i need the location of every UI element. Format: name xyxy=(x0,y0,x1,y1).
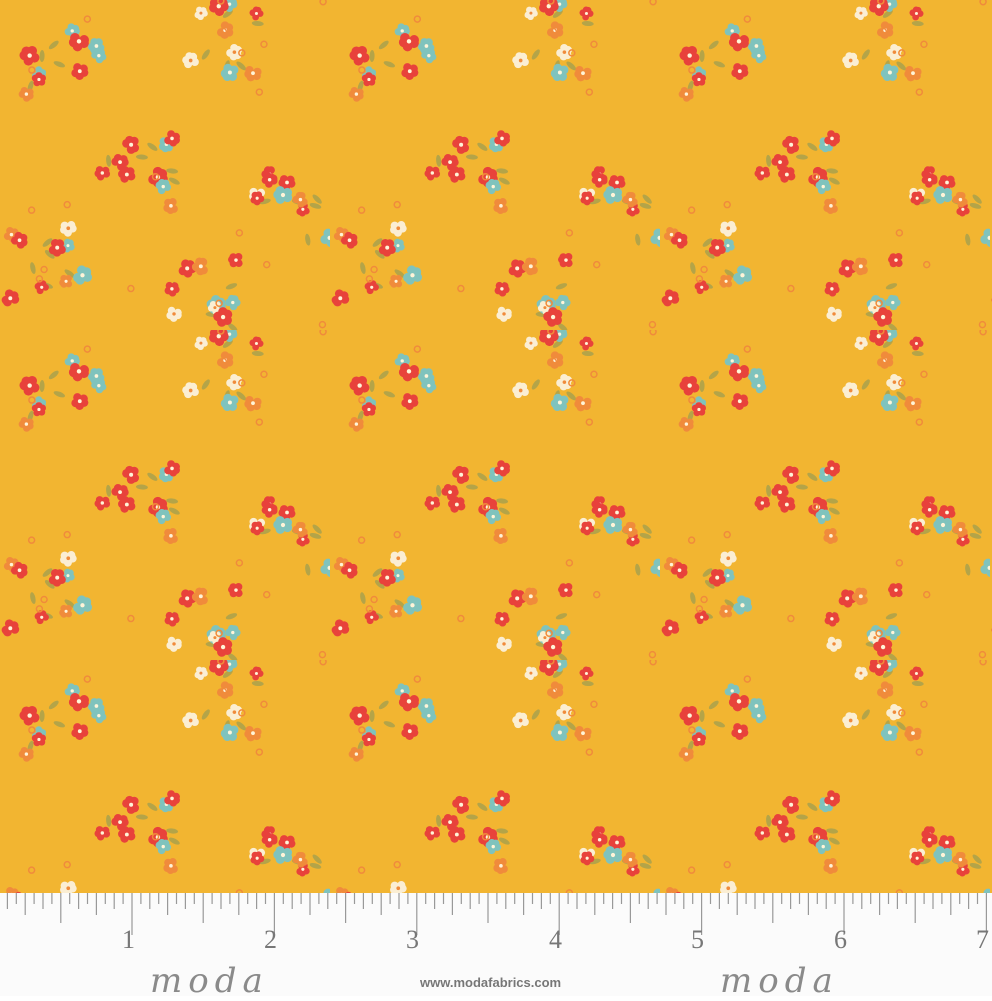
ruler-label-6: 6 xyxy=(834,925,847,954)
ruler-ticks xyxy=(6,893,988,935)
ruler-label-3: 3 xyxy=(406,925,419,954)
ruler-label-1: 1 xyxy=(122,925,135,954)
flower-pattern xyxy=(0,0,992,900)
ruler-label-2: 2 xyxy=(264,925,277,954)
website-url: www.modafabrics.com xyxy=(420,975,562,990)
ruler-label-7: 7 xyxy=(976,925,989,954)
ruler-label-5: 5 xyxy=(691,925,704,954)
moda-logo-repeat: moda xyxy=(720,961,839,1001)
floral-fabric-swatch xyxy=(0,0,992,900)
ruler-label-4: 4 xyxy=(549,925,562,954)
ruler: 1 2 3 4 5 6 7 moda www.modafabrics.com m… xyxy=(0,893,992,1001)
moda-logo: moda xyxy=(150,961,269,1001)
